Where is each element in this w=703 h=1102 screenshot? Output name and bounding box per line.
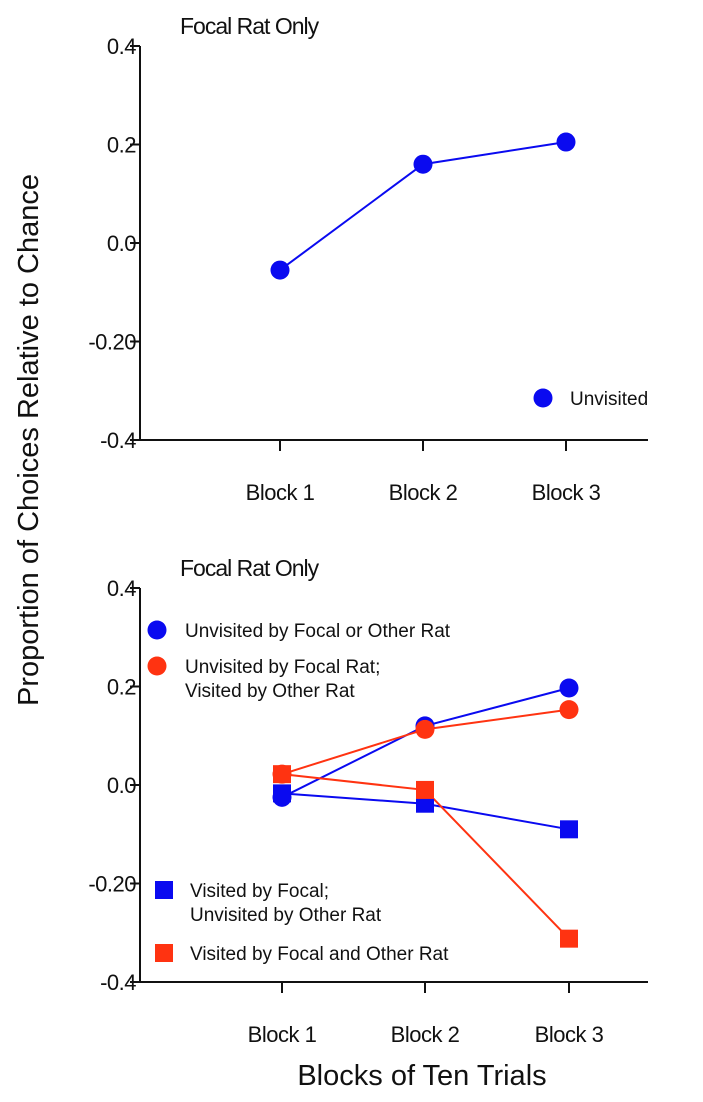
data-point: [415, 719, 435, 739]
data-point: [416, 794, 434, 813]
y-tick-label: -0.20: [88, 330, 136, 355]
y-tick-label: 0.0: [107, 773, 136, 798]
data-point: [413, 154, 433, 174]
legend-marker: [147, 620, 167, 640]
legend-label: Visited by Focal;: [190, 881, 329, 902]
x-tick-label: Block 2: [389, 480, 458, 505]
x-axis-title: Blocks of Ten Trials: [297, 1060, 546, 1092]
legend-marker: [155, 881, 173, 899]
data-point: [270, 260, 290, 280]
legend-label: Unvisited: [570, 389, 648, 410]
y-tick-label: 0.2: [107, 133, 136, 158]
x-tick-label: Block 1: [246, 480, 315, 505]
legend-label: Visited by Focal and Other Rat: [190, 944, 449, 965]
y-tick-label: 0.2: [107, 675, 136, 700]
top-chart-panel: Focal Rat Only 0.4 0.2 0.0 -0.20 -0.4 Block 1 B…: [88, 13, 648, 505]
y-tick-label: 0.4: [107, 34, 136, 59]
x-tick-label: Block 2: [391, 1022, 460, 1047]
data-point: [559, 678, 579, 698]
legend-label: Visited by Other Rat: [185, 681, 355, 702]
y-axis-title: Proportion of Choices Relative to Chance: [13, 174, 45, 706]
data-point: [416, 780, 434, 799]
data-point: [560, 929, 578, 948]
legend-label: Unvisited by Focal Rat;: [185, 657, 380, 678]
data-point: [273, 784, 291, 803]
legend-label: Unvisited by Focal or Other Rat: [185, 621, 451, 642]
legend-label: Unvisited by Other Rat: [190, 905, 382, 926]
legend-marker: [155, 944, 173, 962]
y-tick-label: -0.4: [100, 428, 136, 453]
y-tick-label: 0.4: [107, 576, 136, 601]
x-tick-label: Block 3: [532, 480, 601, 505]
data-point: [273, 765, 291, 784]
chart-title: Focal Rat Only: [180, 555, 320, 581]
data-point: [560, 820, 578, 839]
series-line: [281, 687, 570, 799]
bottom-chart-panel: Focal Rat Only 0.4 0.2 0.0 -0.20 -0.4 Block 1 B…: [88, 555, 648, 1047]
data-point: [559, 700, 579, 720]
y-tick-label: -0.20: [88, 872, 136, 897]
legend-marker: [147, 656, 167, 676]
y-tick-label: -0.4: [100, 970, 136, 995]
y-tick-label: 0.0: [107, 231, 136, 256]
x-tick-label: Block 1: [248, 1022, 317, 1047]
legend-marker: [533, 388, 553, 408]
data-point: [556, 132, 576, 152]
chart-title: Focal Rat Only: [180, 13, 320, 39]
x-tick-label: Block 3: [535, 1022, 604, 1047]
